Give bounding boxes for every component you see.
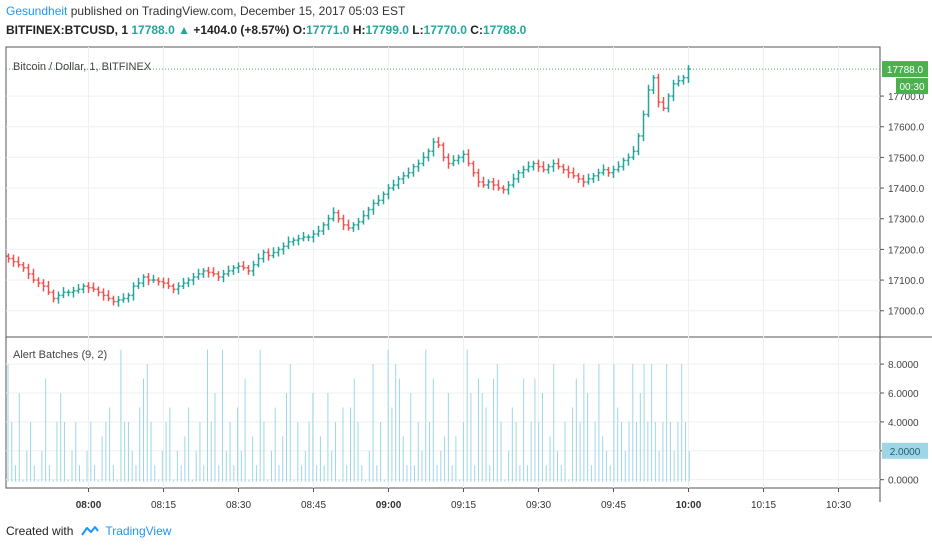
open-value: 17771.0: [306, 23, 350, 37]
countdown-label: 00:30: [899, 82, 924, 93]
tradingview-logo-icon: [81, 526, 100, 536]
indicator-y-tick-label: 8.0000: [888, 360, 919, 371]
symbol-label: BITFINEX:BTCUSD, 1: [6, 23, 129, 37]
close-value: 17788.0: [482, 23, 527, 37]
y-tick-label: 17300.0: [888, 215, 925, 226]
footer: Created with TradingView: [6, 524, 171, 538]
x-tick-label: 09:30: [526, 500, 551, 511]
chart-title: Bitcoin / Dollar, 1, BITFINEX: [13, 61, 152, 73]
publish-info: Gesundheit published on TradingView.com,…: [6, 4, 405, 18]
y-tick-label: 17500.0: [888, 153, 925, 164]
tradingview-brand-link[interactable]: TradingView: [105, 524, 172, 538]
published-text: published on TradingView.com, December 1…: [70, 4, 406, 18]
x-tick-label: 08:45: [301, 500, 326, 511]
x-tick-label: 09:45: [601, 500, 626, 511]
open-label: O:: [292, 23, 307, 37]
indicator-y-tick-label: 6.0000: [888, 389, 919, 400]
close-label: C:: [470, 23, 483, 37]
symbol-info: BITFINEX:BTCUSD, 1 17788.0 ▲ +1404.0 (+8…: [6, 23, 526, 37]
low-label: L:: [412, 23, 424, 37]
y-tick-label: 17000.0: [888, 307, 925, 318]
y-tick-label: 17700.0: [888, 92, 925, 103]
indicator-title: Alert Batches (9, 2): [13, 349, 107, 361]
up-arrow-icon: ▲: [178, 23, 190, 37]
indicator-y-tick-label: 0.0000: [888, 476, 919, 487]
x-tick-label: 08:30: [226, 500, 251, 511]
y-tick-label: 17400.0: [888, 184, 925, 195]
y-tick-label: 17100.0: [888, 276, 925, 287]
x-tick-label: 08:00: [76, 500, 102, 511]
y-tick-label: 17600.0: [888, 123, 925, 134]
created-with-label: Created with: [6, 524, 74, 538]
x-tick-label: 10:15: [751, 500, 776, 511]
x-tick-label: 10:00: [676, 500, 702, 511]
x-tick-label: 08:15: [151, 500, 176, 511]
last-price: 17788.0: [131, 23, 175, 37]
low-value: 17770.0: [423, 23, 467, 37]
y-tick-label: 17200.0: [888, 245, 925, 256]
indicator-current-label: 2.0000: [890, 447, 921, 458]
high-value: 17799.0: [365, 23, 409, 37]
last-price-tag-label: 17788.0: [887, 65, 924, 76]
indicator-y-tick-label: 4.0000: [888, 418, 919, 429]
x-tick-label: 10:30: [826, 500, 851, 511]
x-tick-label: 09:00: [376, 500, 402, 511]
last-price-tag: [882, 61, 928, 78]
high-label: H:: [352, 23, 366, 37]
author-link[interactable]: Gesundheit: [6, 4, 68, 18]
countdown-tag: [896, 78, 928, 95]
indicator-current-tag: [882, 442, 928, 459]
change-value: +1404.0 (+8.57%): [193, 23, 290, 37]
x-tick-label: 09:15: [451, 500, 476, 511]
